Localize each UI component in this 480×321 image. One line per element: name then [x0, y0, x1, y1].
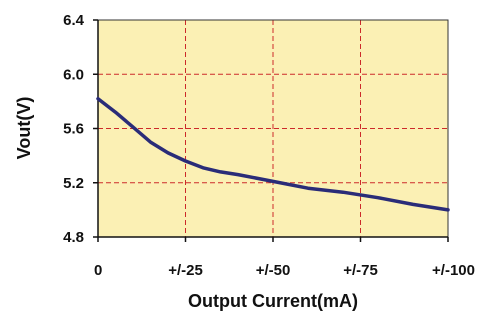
y-axis-title: Vout(V)	[14, 97, 34, 160]
x-axis-title: Output Current(mA)	[188, 291, 358, 311]
x-tick-label-4: +/-100	[432, 262, 475, 279]
x-tick-label-0: 0	[94, 262, 102, 279]
x-tick-labels: 0 +/-25 +/-50 +/-75 +/-100	[94, 262, 475, 279]
series-group	[96, 96, 450, 212]
x-tick-label-2: +/-50	[256, 262, 291, 279]
y-tick-labels: 4.8 5.2 5.6 6.0 6.4	[63, 12, 85, 246]
y-tick-label-0: 4.8	[63, 229, 84, 246]
axes	[93, 19, 449, 242]
series-line-0	[96, 96, 450, 212]
y-tick-label-1: 5.2	[63, 175, 84, 192]
grid-lines	[98, 20, 448, 237]
x-tick-label-1: +/-25	[168, 262, 203, 279]
y-tick-label-3: 6.0	[63, 66, 84, 83]
y-tick-label-4: 6.4	[63, 12, 85, 29]
x-tick-label-3: +/-75	[343, 262, 378, 279]
y-tick-label-2: 5.6	[63, 121, 84, 138]
